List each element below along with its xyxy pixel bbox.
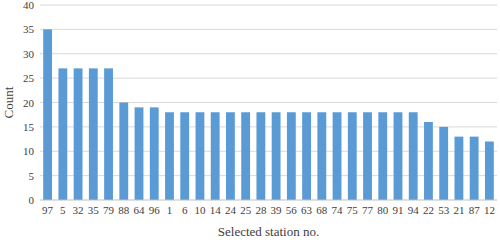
bar [256,112,265,200]
bar [485,142,494,201]
x-axis [40,200,497,201]
bar [470,137,479,200]
x-tick-label: 32 [73,204,84,216]
y-tick-label: 35 [23,23,35,35]
y-tick-label: 0 [29,194,35,206]
x-tick-label: 28 [255,204,267,216]
grid-line [40,29,497,30]
bar [272,112,281,200]
bar [74,68,83,200]
x-tick-label: 21 [453,204,464,216]
x-tick-label: 56 [286,204,298,216]
x-tick-label: 75 [347,204,359,216]
x-tick-label: 80 [377,204,389,216]
bar [58,68,67,200]
bar [196,112,205,200]
x-tick-label: 68 [316,204,328,216]
bar [394,112,403,200]
bar [378,112,387,200]
x-axis-title: Selected station no. [218,224,319,239]
y-tick-label: 5 [29,170,35,182]
grid-line [40,53,497,54]
bar [165,112,174,200]
x-tick-label: 14 [210,204,222,216]
x-tick-label: 24 [225,204,237,216]
bar [439,127,448,200]
y-tick-label: 10 [23,145,35,157]
bar [409,112,418,200]
bar [43,29,52,200]
x-tick-label: 10 [194,204,206,216]
bar [135,107,144,200]
bar [348,112,357,200]
grid-line [40,5,497,6]
bar [180,112,189,200]
x-tick-label: 88 [118,204,130,216]
x-tick-label: 25 [240,204,252,216]
x-tick-label: 35 [88,204,100,216]
x-tick-label: 12 [484,204,495,216]
x-tick-label: 39 [271,204,283,216]
chart-container: 0510152025303540975323579886496161014242… [0,0,500,243]
y-tick-label: 15 [23,121,35,133]
bar [241,112,250,200]
x-tick-label: 97 [42,204,54,216]
y-axis-title: Count [1,86,16,118]
x-tick-label: 87 [469,204,481,216]
bar [89,68,98,200]
x-tick-label: 1 [167,204,173,216]
x-tick-label: 91 [392,204,403,216]
bar [333,112,342,200]
y-tick-label: 30 [23,48,35,60]
bars [43,29,494,200]
y-tick-label: 25 [23,72,35,84]
bar [287,112,296,200]
x-tick-label: 53 [438,204,450,216]
bar [104,68,113,200]
x-tick-label: 79 [103,204,115,216]
x-tick-label: 96 [149,204,161,216]
bar [226,112,235,200]
bar [363,112,372,200]
x-tick-label: 63 [301,204,313,216]
bar [119,103,128,201]
chart-svg: 0510152025303540975323579886496161014242… [0,0,500,243]
x-tick-label: 5 [60,204,66,216]
bar [424,122,433,200]
x-tick-label: 77 [362,204,374,216]
bar [302,112,311,200]
x-tick-label: 74 [332,204,344,216]
bar [211,112,220,200]
x-tick-label: 6 [182,204,188,216]
bar [150,107,159,200]
x-tick-label: 64 [134,204,146,216]
bar [317,112,326,200]
y-tick-label: 40 [23,0,35,11]
x-tick-label: 94 [408,204,420,216]
y-tick-label: 20 [23,97,35,109]
x-tick-label: 22 [423,204,434,216]
bar [454,137,463,200]
